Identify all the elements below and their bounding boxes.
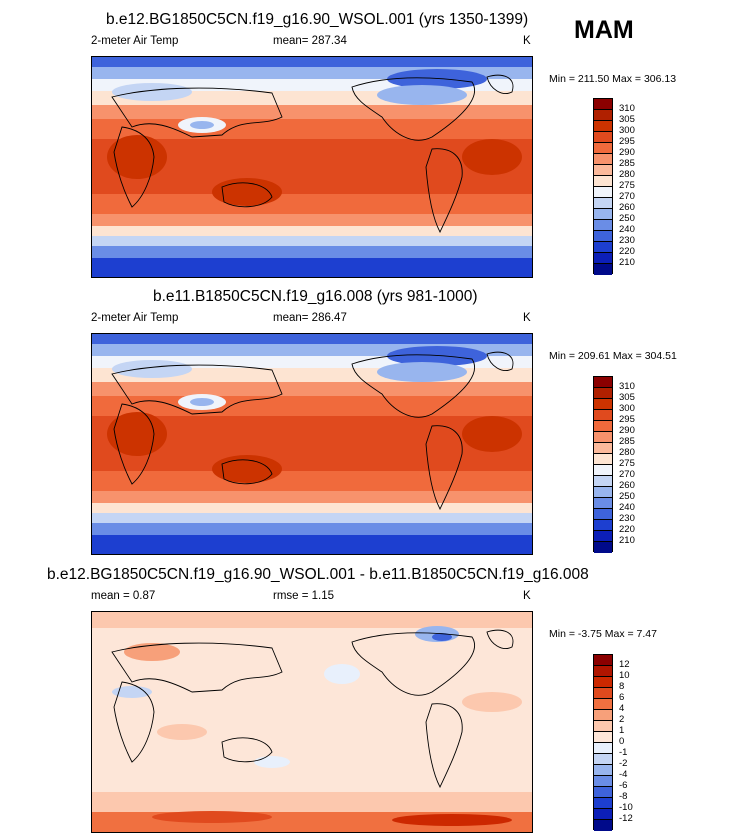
panel-1-cb-label: 290 [619, 147, 635, 158]
panel-3-cb-label: -12 [619, 813, 633, 824]
panel-1-cb-label: 275 [619, 180, 635, 191]
panel-1-cb-label: 210 [619, 257, 635, 268]
panel-1-mean: mean= 287.34 [273, 35, 347, 47]
panel-2-cb-label: 260 [619, 480, 635, 491]
panel-1-cb-label: 260 [619, 202, 635, 213]
panel-1-map [91, 56, 533, 278]
panel-3-cb-label: 12 [619, 659, 630, 670]
panel-3-map [91, 611, 533, 833]
panel-2-cb-label: 280 [619, 447, 635, 458]
panel-2-cb-label: 220 [619, 524, 635, 535]
panel-1-cb-label: 305 [619, 114, 635, 125]
panel-1-cb-label: 230 [619, 235, 635, 246]
panel-1-cb-label: 220 [619, 246, 635, 257]
panel-2-cb-label: 240 [619, 502, 635, 513]
panel-2-units: K [523, 312, 531, 324]
panel-1-cb-label: 270 [619, 191, 635, 202]
panel-3-cb-label: 10 [619, 670, 630, 681]
panel-2-mean: mean= 286.47 [273, 312, 347, 324]
panel-2-map [91, 333, 533, 555]
panel-2-colorbar [593, 376, 613, 553]
panel-3-cb-label: 2 [619, 714, 625, 725]
panel-2-cb-label: 210 [619, 535, 635, 546]
panel-3-cb-label: 4 [619, 703, 625, 714]
panel-3-cb-label: -10 [619, 802, 633, 813]
panel-3-cb-label: -8 [619, 791, 628, 802]
panel-1-cb-label: 240 [619, 224, 635, 235]
panel-2-cb-label: 270 [619, 469, 635, 480]
panel-1-cb-label: 280 [619, 169, 635, 180]
panel-2-cb-label: 305 [619, 392, 635, 403]
panel-2-title: b.e11.B1850C5CN.f19_g16.008 (yrs 981-100… [153, 288, 478, 305]
panel-3-rmse: rmse = 1.15 [273, 590, 335, 602]
panel-3-cb-label: -1 [619, 747, 628, 758]
panel-1-title: b.e12.BG1850C5CN.f19_g16.90_WSOL.001 (yr… [106, 11, 529, 28]
panel-1-variable: 2-meter Air Temp [91, 35, 179, 47]
panel-2-cb-label: 230 [619, 513, 635, 524]
panel-2-cb-label: 275 [619, 458, 635, 469]
panel-3-cb-label: 1 [619, 725, 625, 736]
panel-3-cb-label: -6 [619, 780, 628, 791]
panel-1-cb-label: 285 [619, 158, 635, 169]
panel-3-mean: mean = 0.87 [91, 590, 156, 602]
panel-3-cb-label: 8 [619, 681, 625, 692]
panel-2-cb-label: 285 [619, 436, 635, 447]
panel-3-minmax: Min = -3.75 Max = 7.47 [549, 628, 657, 640]
panel-1-cb-label: 310 [619, 103, 635, 114]
panel-3-cb-label: -4 [619, 769, 628, 780]
panel-3-colorbar [593, 654, 613, 831]
panel-3-units: K [523, 590, 531, 602]
panel-2-cb-label: 300 [619, 403, 635, 414]
panel-2-cb-label: 310 [619, 381, 635, 392]
panel-3-cb-label: -2 [619, 758, 628, 769]
panel-2-cb-label: 295 [619, 414, 635, 425]
panel-1-cb-label: 250 [619, 213, 635, 224]
panel-2-cb-label: 250 [619, 491, 635, 502]
panel-1-cb-label: 295 [619, 136, 635, 147]
panel-3-cb-label: 6 [619, 692, 625, 703]
panel-3-cb-label: 0 [619, 736, 625, 747]
panel-2-minmax: Min = 209.61 Max = 304.51 [549, 350, 677, 362]
panel-1-units: K [523, 35, 531, 47]
panel-2-variable: 2-meter Air Temp [91, 312, 179, 324]
panel-2-cb-label: 290 [619, 425, 635, 436]
panel-3-title: b.e12.BG1850C5CN.f19_g16.90_WSOL.001 - b… [47, 566, 589, 583]
season-label: MAM [574, 16, 634, 44]
panel-1-colorbar [593, 98, 613, 275]
panel-1-cb-label: 300 [619, 125, 635, 136]
panel-1-minmax: Min = 211.50 Max = 306.13 [549, 73, 677, 85]
